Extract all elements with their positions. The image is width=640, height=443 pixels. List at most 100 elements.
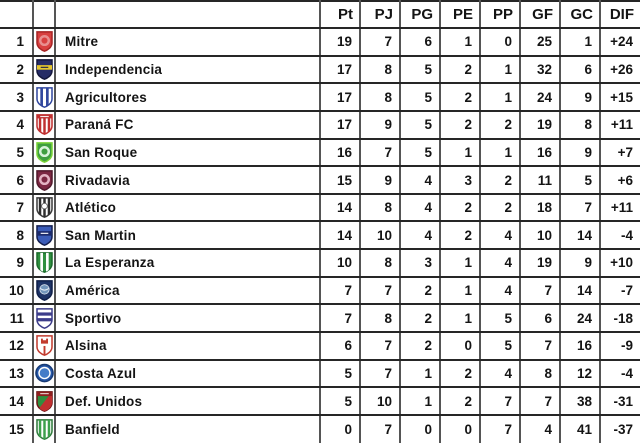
stat-dif: -37 xyxy=(599,413,640,443)
col-header-badge xyxy=(32,0,56,29)
stat-dif: -31 xyxy=(599,386,640,416)
stat-gc: 1 xyxy=(559,27,601,57)
team-badge-cell xyxy=(32,358,56,389)
team-name: Mitre xyxy=(54,27,321,57)
stat-pt: 6 xyxy=(319,331,361,361)
stat-gc: 8 xyxy=(559,109,601,140)
badge-atle-tico-icon xyxy=(35,196,53,219)
stat-gf: 8 xyxy=(519,358,561,389)
stat-gf: 7 xyxy=(519,386,561,416)
stat-pe: 1 xyxy=(439,303,481,334)
badge-independencia-icon xyxy=(35,58,53,81)
team-name: Rivadavia xyxy=(54,165,321,195)
stat-pp: 4 xyxy=(479,220,521,251)
stat-gc: 24 xyxy=(559,303,601,334)
stat-gc: 38 xyxy=(559,386,601,416)
stat-pe: 3 xyxy=(439,165,481,195)
stat-gc: 7 xyxy=(559,192,601,223)
stat-pj: 7 xyxy=(359,331,401,361)
table-row: 5 San Roque 16 7 5 1 1 16 9 +7 xyxy=(0,137,640,168)
stat-gc: 9 xyxy=(559,82,601,112)
position-cell: 13 xyxy=(0,358,34,389)
stat-gf: 32 xyxy=(519,54,561,85)
stat-pp: 5 xyxy=(479,331,521,361)
table-row: 13 Costa Azul 5 7 1 2 4 8 12 -4 xyxy=(0,358,640,389)
stat-pt: 10 xyxy=(319,248,361,278)
stat-pj: 8 xyxy=(359,248,401,278)
badge-def-unidos-icon xyxy=(35,390,53,413)
stat-pt: 7 xyxy=(319,275,361,306)
team-badge-cell xyxy=(32,248,56,278)
col-header-pg: PG xyxy=(399,0,441,29)
stat-gc: 9 xyxy=(559,137,601,168)
stat-pj: 10 xyxy=(359,220,401,251)
standings-table-body: 1 Mitre 19 7 6 1 0 25 1 +24 2 Independen… xyxy=(0,27,640,443)
stat-dif: -18 xyxy=(599,303,640,334)
stat-pg: 2 xyxy=(399,303,441,334)
stat-pg: 5 xyxy=(399,54,441,85)
stat-pe: 1 xyxy=(439,137,481,168)
stat-gc: 16 xyxy=(559,331,601,361)
stat-pg: 0 xyxy=(399,413,441,443)
table-row: 7 Atlético 14 8 4 2 2 18 7 +11 xyxy=(0,192,640,223)
team-badge-cell xyxy=(32,82,56,112)
table-row: 8 San Martin 14 10 4 2 4 10 14 -4 xyxy=(0,220,640,251)
table-row: 11 Sportivo 7 8 2 1 5 6 24 -18 xyxy=(0,303,640,334)
stat-pj: 10 xyxy=(359,386,401,416)
stat-gf: 6 xyxy=(519,303,561,334)
table-row: 10 América 7 7 2 1 4 7 14 -7 xyxy=(0,275,640,306)
stat-pp: 4 xyxy=(479,275,521,306)
badge-mitre-icon xyxy=(35,30,53,53)
badge-costa-azul-icon xyxy=(35,362,53,385)
stat-pg: 5 xyxy=(399,137,441,168)
stat-pj: 7 xyxy=(359,27,401,57)
stat-gc: 14 xyxy=(559,220,601,251)
stat-gf: 24 xyxy=(519,82,561,112)
col-header-dif: DIF xyxy=(599,0,640,29)
stat-pt: 17 xyxy=(319,109,361,140)
team-name: Def. Unidos xyxy=(54,386,321,416)
stat-pe: 2 xyxy=(439,386,481,416)
stat-pt: 17 xyxy=(319,54,361,85)
team-name: Banfield xyxy=(54,413,321,443)
stat-pj: 7 xyxy=(359,275,401,306)
stat-pp: 1 xyxy=(479,54,521,85)
position-cell: 12 xyxy=(0,331,34,361)
stat-pg: 6 xyxy=(399,27,441,57)
position-cell: 5 xyxy=(0,137,34,168)
stat-pe: 1 xyxy=(439,275,481,306)
stat-pt: 14 xyxy=(319,220,361,251)
position-cell: 6 xyxy=(0,165,34,195)
position-cell: 14 xyxy=(0,386,34,416)
stat-dif: -4 xyxy=(599,220,640,251)
stat-pg: 3 xyxy=(399,248,441,278)
stat-dif: +6 xyxy=(599,165,640,195)
team-badge-cell xyxy=(32,192,56,223)
table-row: 14 Def. Unidos 5 10 1 2 7 7 38 -31 xyxy=(0,386,640,416)
stat-pj: 8 xyxy=(359,192,401,223)
stat-gc: 14 xyxy=(559,275,601,306)
stat-pe: 2 xyxy=(439,358,481,389)
stat-pt: 17 xyxy=(319,82,361,112)
stat-dif: +26 xyxy=(599,54,640,85)
stat-pj: 9 xyxy=(359,165,401,195)
stat-pe: 2 xyxy=(439,82,481,112)
table-row: 3 Agricultores 17 8 5 2 1 24 9 +15 xyxy=(0,82,640,112)
position-cell: 4 xyxy=(0,109,34,140)
stat-pp: 1 xyxy=(479,137,521,168)
stat-pt: 5 xyxy=(319,386,361,416)
stat-pp: 4 xyxy=(479,248,521,278)
team-badge-cell xyxy=(32,413,56,443)
stat-dif: +11 xyxy=(599,192,640,223)
standings-header: Pt PJ PG PE PP GF GC DIF xyxy=(0,0,640,29)
col-header-position xyxy=(0,0,34,29)
stat-gc: 6 xyxy=(559,54,601,85)
stat-dif: +24 xyxy=(599,27,640,57)
badge-parana-fc-icon xyxy=(35,113,53,136)
stat-pt: 7 xyxy=(319,303,361,334)
badge-san-roque-icon xyxy=(35,141,53,164)
stat-gf: 7 xyxy=(519,275,561,306)
stat-gf: 10 xyxy=(519,220,561,251)
stat-pj: 8 xyxy=(359,303,401,334)
stat-gc: 41 xyxy=(559,413,601,443)
